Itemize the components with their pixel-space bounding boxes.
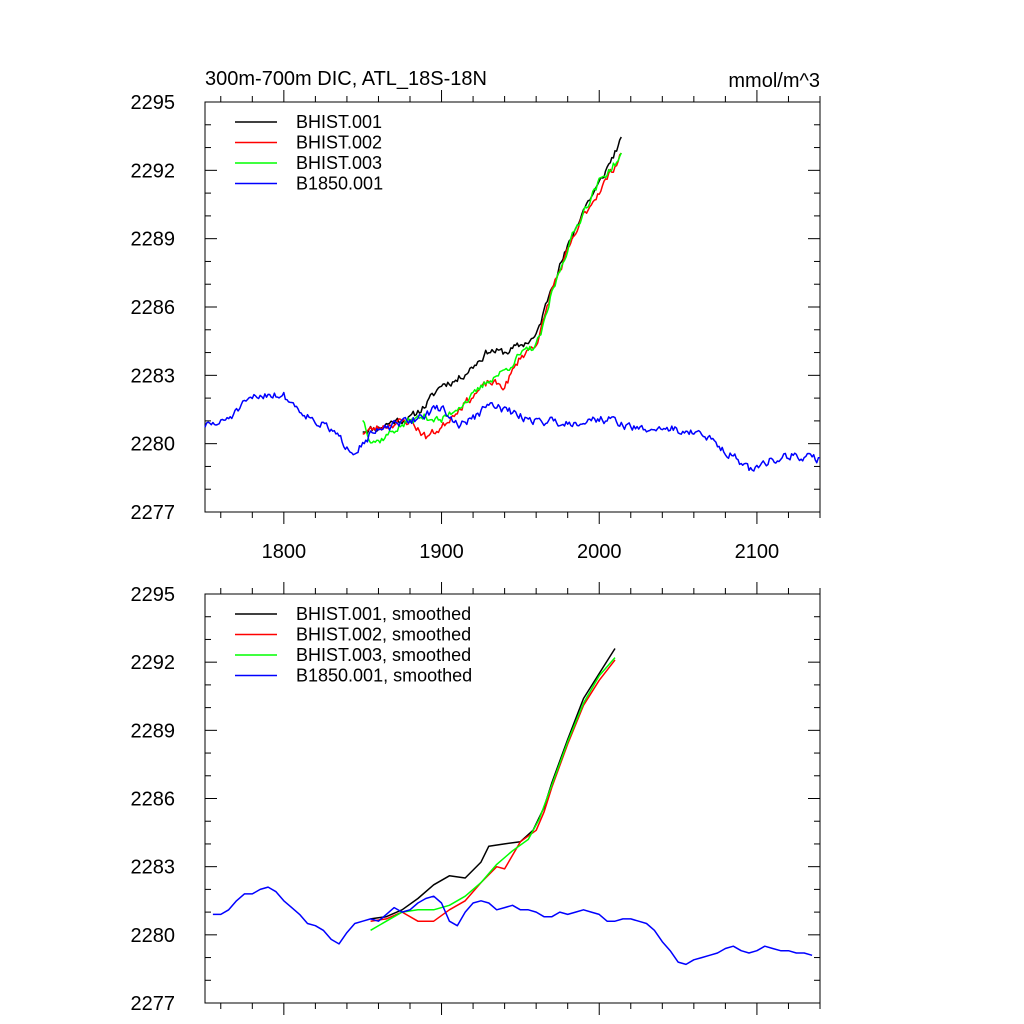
y-tick-label: 2283 [131,365,176,387]
series-line [362,136,622,435]
legend-label: BHIST.001 [296,112,382,132]
legend-label: BHIST.003 [296,153,382,173]
top-panel: 2277 2280 2283 2286 2289 2292 2295 1800 1900 2000… [131,90,821,563]
series-line [204,391,821,472]
y-tick-label: 2295 [131,92,176,114]
x-tick-label: 2100 [735,541,780,563]
x-tick-label: 1900 [419,541,464,563]
y-tick-label: 2277 [131,993,176,1015]
y-tick-label: 2292 [131,160,176,182]
legend-label: BHIST.003, smoothed [296,645,471,665]
y-tick-label: 2280 [131,925,176,947]
figure-title: 300m-700m DIC, ATL_18S-18N [205,68,487,90]
legend-label: BHIST.001, smoothed [296,604,471,624]
y-tick-label: 2295 [131,584,176,606]
legend-label: B1850.001 [296,174,383,194]
series-line [212,886,813,966]
y-tick-label: 2280 [131,434,176,456]
y-tick-label: 2292 [131,652,176,674]
y-tick-label: 2289 [131,229,176,251]
y-tick-label: 2277 [131,502,176,524]
legend-label: BHIST.002, smoothed [296,625,471,645]
legend-label: B1850.001, smoothed [296,666,472,686]
y-tick-label: 2286 [131,297,176,319]
y-tick-label: 2289 [131,720,176,742]
y-tick-label: 2286 [131,789,176,811]
legend-label: BHIST.002 [296,133,382,153]
x-tick-label: 2000 [577,541,622,563]
series-line [370,648,616,920]
x-tick-label: 1800 [262,541,307,563]
series-line [362,152,622,444]
series-line [362,152,622,440]
bottom-panel: 2277 2280 2283 2286 2289 2292 2295 BHIST.001, s… [131,582,821,1015]
series-line [370,657,616,931]
units-label: mmol/m^3 [728,70,820,92]
y-tick-label: 2283 [131,857,176,879]
series-line [370,659,616,922]
